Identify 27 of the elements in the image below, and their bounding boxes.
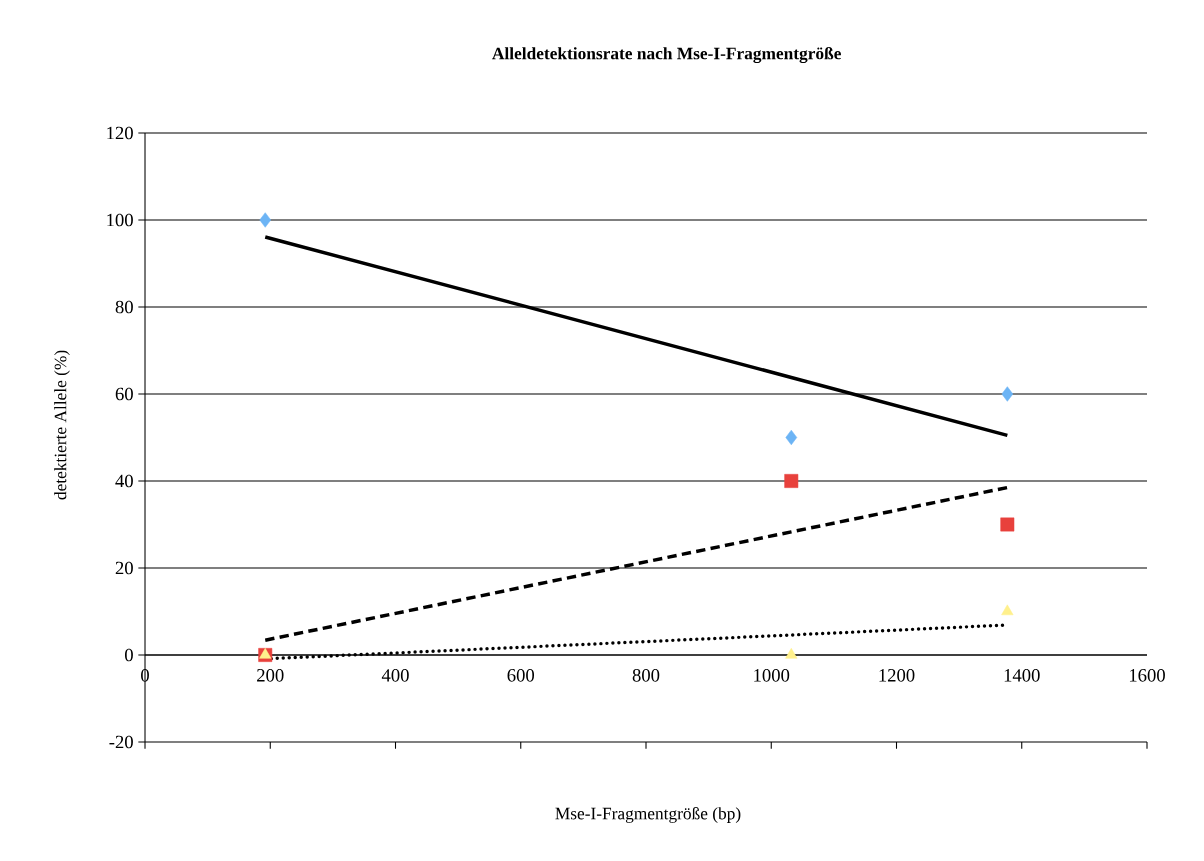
y-tick-label: 80: [115, 300, 133, 314]
y-tick-label: 60: [115, 387, 133, 401]
point: [1001, 386, 1014, 402]
y-tick-label: 0: [125, 648, 133, 662]
x-tick-label: 1400: [1004, 669, 1040, 682]
x-tick-label: 200: [257, 669, 284, 682]
x-axis-title: Mse-I-Fragmentgröße (bp): [555, 807, 741, 823]
x-tick-label: 1000: [754, 669, 790, 682]
y-tick-label: 100: [107, 213, 133, 227]
y-tick-label: -20: [109, 735, 133, 749]
y-tick-label: 20: [115, 561, 133, 575]
point: [259, 212, 272, 228]
point: [784, 474, 799, 488]
x-tick-label: 800: [632, 669, 660, 682]
point: [1001, 604, 1014, 616]
chart-title: Alleldetektionsrate nach Mse-I-Fragmentgröße: [492, 46, 841, 64]
x-tick-label: 1200: [879, 669, 915, 682]
point: [1000, 517, 1015, 532]
y-tick-label: 120: [107, 126, 133, 140]
y-tick-label: 40: [115, 474, 133, 488]
x-tick-label: 0: [141, 669, 149, 682]
point: [785, 648, 798, 659]
y-axis-title: detektierte Allele (%): [54, 350, 70, 500]
point: [785, 429, 798, 446]
x-tick-label: 600: [507, 669, 535, 682]
x-tick-label: 400: [381, 669, 409, 682]
x-tick-label: 1600: [1129, 669, 1165, 682]
